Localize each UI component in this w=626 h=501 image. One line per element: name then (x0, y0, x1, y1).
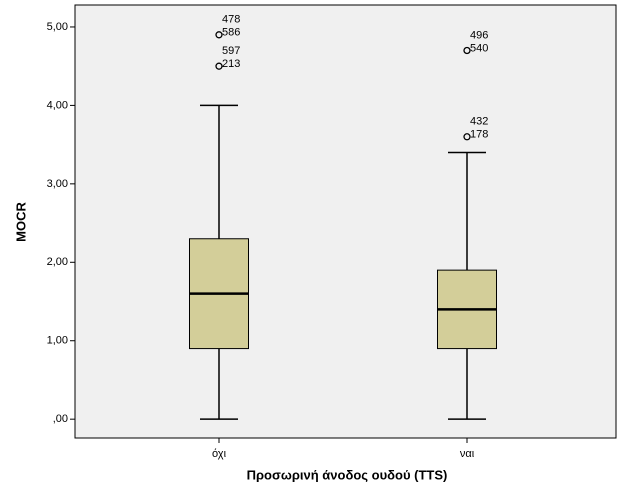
outlier (463, 133, 471, 141)
outlier (463, 46, 471, 55)
outlier-label: 496 (470, 29, 488, 41)
outlier-label: 178 (470, 129, 488, 141)
plot-area (74, 4, 617, 439)
outlier-label: 213 (222, 58, 240, 70)
outlier-label: 432 (470, 116, 488, 128)
x-tick-label: όχι (212, 448, 227, 460)
outlier (215, 31, 223, 39)
outlier-label: 478 (222, 14, 240, 26)
y-tick-label: 1,00 (47, 335, 68, 347)
x-axis-title: Προσωρινή άνοδος ουδού (TTS) (247, 467, 448, 482)
outlier-label: 540 (470, 42, 488, 54)
y-axis-title: MOCR (13, 202, 28, 242)
outlier-label: 597 (222, 45, 240, 57)
y-tick-label: ,00 (53, 413, 68, 425)
y-tick-label: 5,00 (47, 21, 68, 33)
outlier-label: 586 (222, 27, 240, 39)
y-tick-label: 3,00 (47, 178, 68, 190)
y-tick-label: 2,00 (47, 256, 68, 268)
x-tick-label: ναι (460, 448, 475, 460)
outlier (215, 62, 223, 70)
y-tick-label: 4,00 (47, 99, 68, 111)
